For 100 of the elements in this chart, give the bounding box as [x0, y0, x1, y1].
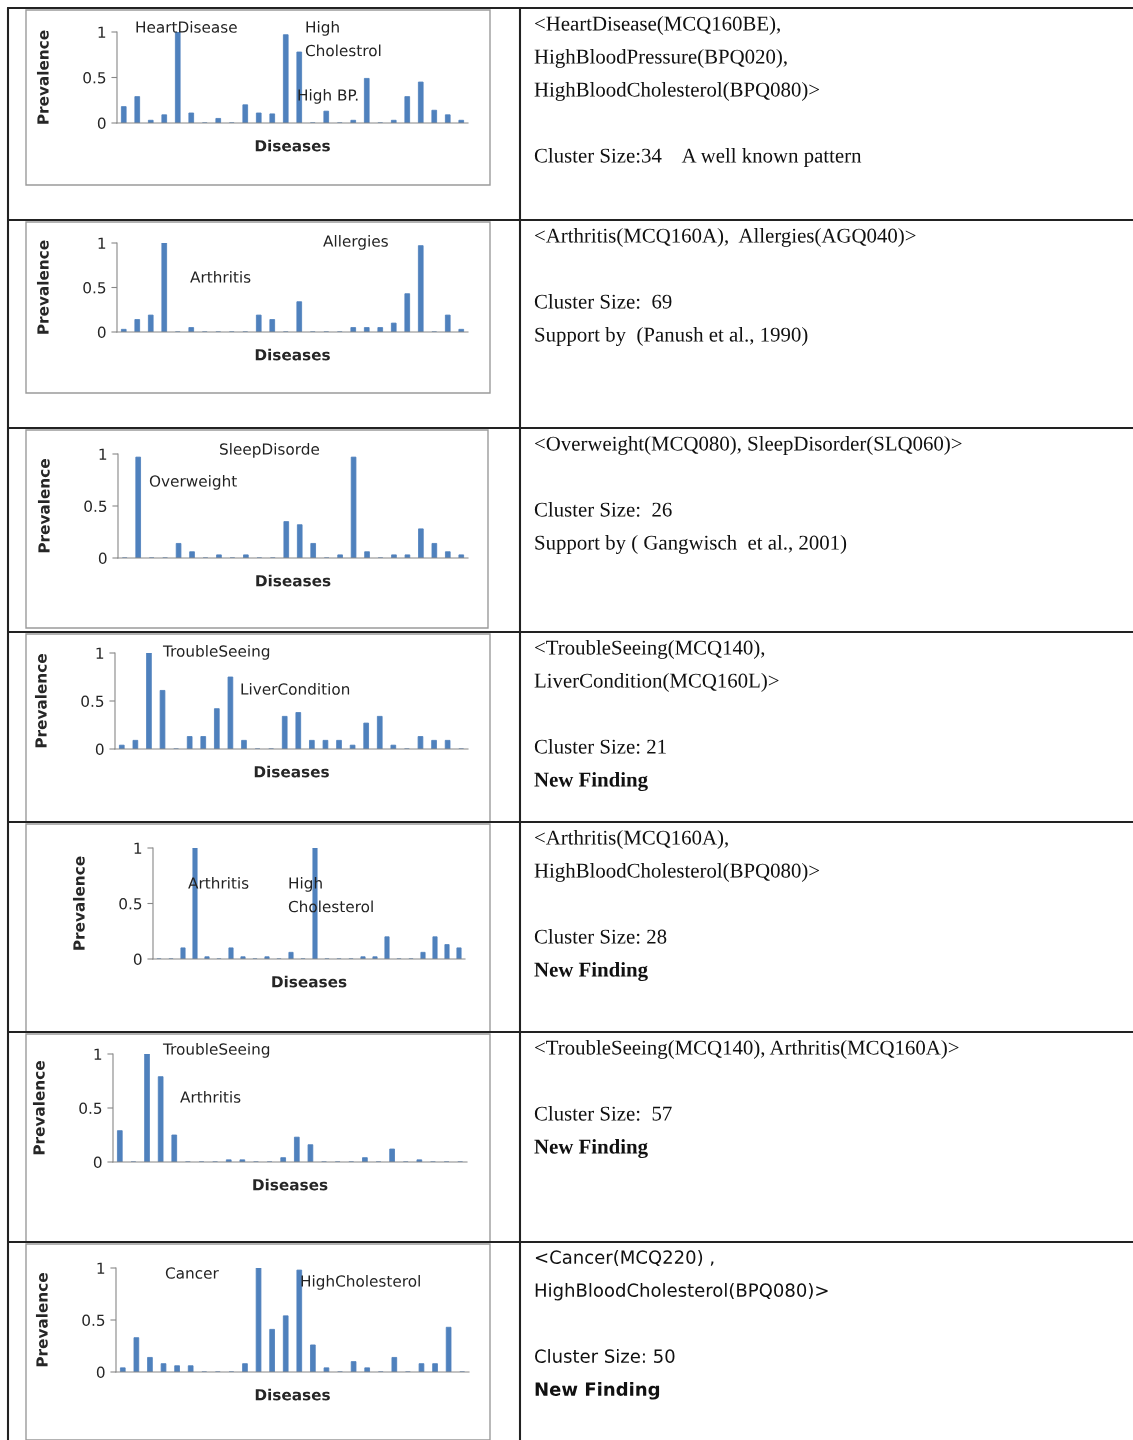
bar — [363, 722, 369, 749]
bar — [296, 1269, 303, 1372]
y-tick-label: 0 — [95, 743, 104, 756]
bar — [242, 1363, 248, 1372]
bar — [187, 1365, 194, 1372]
bar — [243, 554, 249, 558]
annotation: TroubleSeeing — [162, 645, 270, 660]
x-axis-title: Diseases — [253, 1178, 328, 1191]
y-tick-label: 0.5 — [82, 1314, 105, 1327]
bar — [188, 112, 195, 123]
y-tick-label: 1 — [99, 448, 107, 460]
annotation: Arthritis — [180, 1091, 241, 1103]
bar — [288, 951, 294, 959]
bar — [364, 1367, 370, 1372]
bar — [404, 96, 411, 123]
y-tick-label: 0 — [97, 326, 106, 339]
bar — [363, 327, 370, 332]
bar — [323, 110, 330, 123]
x-axis-title: Diseases — [256, 574, 331, 587]
text: Cluster Size: 50 — [535, 1349, 675, 1363]
x-axis-title: Diseases — [255, 348, 330, 361]
bar — [171, 1134, 178, 1162]
y-axis-title: Prevalence — [36, 30, 49, 124]
y-axis-title: Prevalence — [36, 240, 49, 334]
y-tick-label: 1 — [94, 1048, 102, 1060]
bar — [296, 524, 303, 558]
y-tick-label: 1 — [96, 647, 104, 659]
bar — [159, 690, 166, 749]
bar — [418, 528, 424, 558]
bar — [323, 1367, 330, 1372]
annotation: Arthritis — [190, 271, 251, 283]
bar — [120, 106, 127, 123]
bar — [444, 314, 451, 332]
text: <Overweight(MCQ080), SleepDisorder(SLQ060)> — [535, 436, 962, 455]
bar — [134, 319, 141, 332]
bar — [431, 739, 437, 749]
bar — [432, 1363, 438, 1372]
text: Cluster Size: 21 — [534, 739, 666, 754]
bar — [242, 104, 249, 123]
y-tick-label: 0.5 — [79, 1102, 102, 1115]
y-tick-label: 0.5 — [81, 695, 104, 708]
annotation: Allergies — [323, 235, 388, 250]
bar — [444, 739, 451, 749]
bar — [372, 956, 378, 959]
bar — [241, 739, 247, 749]
bar — [310, 1344, 316, 1372]
y-tick-label: 0 — [133, 953, 142, 966]
bar — [214, 708, 220, 749]
bar — [133, 1337, 140, 1372]
bar — [458, 554, 465, 558]
bar — [389, 1148, 395, 1162]
y-axis-title: Prevalence — [32, 1061, 45, 1155]
bar — [417, 245, 424, 332]
y-tick-label: 0 — [98, 552, 107, 565]
bar — [200, 736, 207, 749]
annotation: TroubleSeeing — [162, 1043, 270, 1058]
bar — [147, 314, 154, 332]
bar — [336, 739, 342, 749]
bar — [135, 456, 141, 558]
bar — [294, 1136, 300, 1162]
bar — [444, 114, 451, 123]
bar — [362, 1157, 368, 1162]
bar — [391, 554, 397, 558]
bar — [119, 1367, 126, 1372]
text: <TroubleSeeing(MCQ140), Arthritis(MCQ160A)> — [535, 1040, 959, 1059]
bar — [456, 947, 462, 959]
bar — [157, 1076, 164, 1162]
text: Cluster Size: 57 — [534, 1106, 672, 1121]
y-tick-label: 0.5 — [83, 281, 106, 294]
y-tick-label: 0 — [97, 117, 106, 130]
bar — [322, 739, 329, 749]
bar — [189, 551, 195, 558]
text: <Cancer(MCQ220) , HighBloodCholesterol(BPQ080)> — [535, 1250, 828, 1301]
bar — [269, 319, 276, 332]
bar — [444, 944, 450, 959]
bar — [174, 1365, 180, 1372]
bar — [132, 739, 139, 749]
bar — [445, 551, 451, 558]
bar — [418, 1363, 425, 1372]
bar — [390, 322, 397, 332]
bar — [281, 715, 288, 749]
bar — [186, 736, 193, 749]
bar — [350, 327, 357, 332]
bar — [161, 114, 168, 123]
text: New Finding — [534, 1139, 648, 1159]
bar — [337, 554, 343, 558]
annotation: HeartDisease — [136, 21, 237, 33]
x-axis-title: Diseases — [254, 765, 329, 778]
text: Support by (Panush et al., 1990) — [535, 327, 808, 346]
bar — [144, 1054, 150, 1162]
bar — [216, 554, 222, 558]
bar — [431, 109, 438, 123]
bar — [309, 739, 315, 749]
bar — [227, 676, 234, 749]
bar — [255, 314, 262, 332]
y-tick-label: 1 — [98, 237, 106, 249]
bar — [404, 554, 411, 558]
bar — [431, 543, 438, 558]
bar — [269, 113, 276, 123]
text: <HeartDisease(MCQ160BE), HighBloodPressure(BPQ020), HighBloodCholesterol(BPQ080)> — [534, 16, 820, 101]
